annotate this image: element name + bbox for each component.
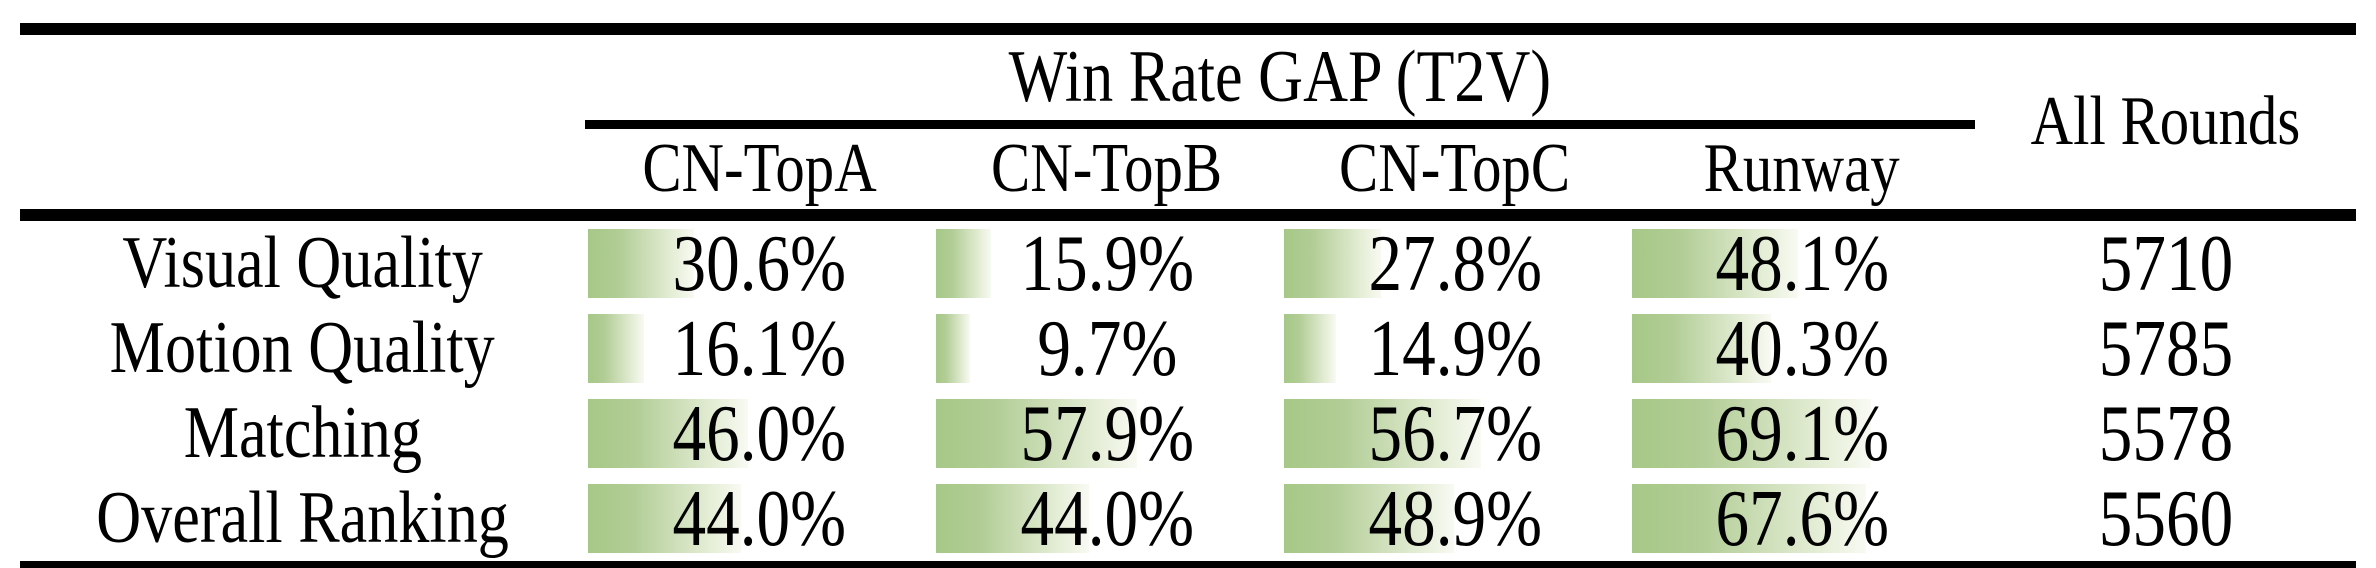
all-rounds-value: 5785 — [2098, 304, 2233, 393]
table-title: Win Rate GAP (T2V) — [1008, 36, 1552, 118]
win-rate-value: 67.6% — [1715, 474, 1889, 563]
column-header-cn-topc: CN-TopC — [1281, 124, 1629, 221]
win-rate-value: 44.0% — [1020, 474, 1194, 563]
win-rate-cell: 67.6% — [1629, 476, 1975, 561]
column-header-runway: Runway — [1629, 124, 1976, 221]
win-rate-cell: 48.1% — [1629, 215, 1975, 306]
all-rounds-value: 5560 — [2098, 474, 2233, 563]
table-row: Visual Quality 30.6% 15.9% 27.8% 48.1% 5… — [20, 215, 2356, 306]
table-row: Matching 46.0% 57.9% 56.7% 69.1% 5578 — [20, 391, 2356, 476]
win-rate-bar — [1284, 484, 1455, 553]
win-rate-value: 46.0% — [672, 389, 846, 478]
row-label-visual-quality: Visual Quality — [122, 222, 483, 304]
row-label-matching: Matching — [183, 392, 422, 474]
win-rate-bar — [1284, 229, 1381, 298]
win-rate-cell: 69.1% — [1629, 391, 1975, 476]
win-rate-cell: 16.1% — [585, 306, 933, 391]
win-rate-value: 27.8% — [1368, 219, 1542, 308]
win-rate-cell: 57.9% — [933, 391, 1281, 476]
win-rate-value: 48.1% — [1715, 219, 1889, 308]
win-rate-value: 48.9% — [1368, 474, 1542, 563]
all-rounds-value: 5710 — [2098, 219, 2233, 308]
win-rate-value: 56.7% — [1368, 389, 1542, 478]
win-rate-cell: 44.0% — [933, 476, 1281, 561]
all-rounds-cell: 5710 — [1975, 215, 2356, 306]
all-rounds-cell: 5578 — [1975, 391, 2356, 476]
win-rate-value: 15.9% — [1020, 219, 1194, 308]
all-rounds-header-label: All Rounds — [2030, 83, 2301, 160]
win-rate-cell: 9.7% — [933, 306, 1281, 391]
win-rate-bar — [1632, 484, 1866, 553]
win-rate-bar — [936, 484, 1090, 553]
win-rate-bar — [1632, 314, 1772, 383]
table-row: Motion Quality 16.1% 9.7% 14.9% 40.3% 57… — [20, 306, 2356, 391]
win-rate-cell: 56.7% — [1281, 391, 1629, 476]
win-rate-value: 9.7% — [1037, 304, 1177, 393]
win-rate-value: 57.9% — [1020, 389, 1194, 478]
win-rate-value: 44.0% — [672, 474, 846, 563]
results-table: Win Rate GAP (T2V) All Rounds CN-TopA CN… — [20, 23, 2357, 568]
row-label-motion-quality: Motion Quality — [109, 307, 496, 389]
row-label-overall-ranking: Overall Ranking — [96, 477, 509, 559]
win-rate-bar — [1632, 229, 1799, 298]
all-rounds-value: 5578 — [2098, 389, 2233, 478]
win-rate-bar — [588, 229, 695, 298]
win-rate-bar — [588, 399, 749, 468]
win-rate-bar — [1284, 399, 1482, 468]
win-rate-bar — [936, 399, 1138, 468]
win-rate-value: 30.6% — [672, 219, 846, 308]
win-rate-bar — [1284, 314, 1336, 383]
win-rate-value: 14.9% — [1368, 304, 1542, 393]
column-header-all-rounds: All Rounds — [1975, 35, 2357, 221]
win-rate-cell: 48.9% — [1281, 476, 1629, 561]
table-row: Overall Ranking 44.0% 44.0% 48.9% 67.6% … — [20, 476, 2356, 561]
win-rate-value: 40.3% — [1715, 304, 1889, 393]
column-header-cn-topa: CN-TopA — [585, 124, 933, 221]
win-rate-bar — [936, 229, 992, 298]
win-rate-value: 69.1% — [1715, 389, 1889, 478]
win-rate-bar — [588, 484, 742, 553]
win-rate-bar — [936, 314, 970, 383]
all-rounds-cell: 5560 — [1975, 476, 2356, 561]
win-rate-cell: 40.3% — [1629, 306, 1975, 391]
win-rate-cell: 15.9% — [933, 215, 1281, 306]
win-rate-cell: 46.0% — [585, 391, 933, 476]
win-rate-cell: 14.9% — [1281, 306, 1629, 391]
all-rounds-cell: 5785 — [1975, 306, 2356, 391]
column-header-cn-topb: CN-TopB — [933, 124, 1281, 221]
win-rate-cell: 44.0% — [585, 476, 933, 561]
corner-cell — [20, 35, 585, 125]
win-rate-cell: 30.6% — [585, 215, 933, 306]
blank-header-cell — [20, 124, 585, 221]
win-rate-gap-table: Win Rate GAP (T2V) All Rounds CN-TopA CN… — [20, 35, 2357, 561]
win-rate-bar — [1632, 399, 1872, 468]
win-rate-cell: 27.8% — [1281, 215, 1629, 306]
win-rate-bar — [588, 314, 645, 383]
span-header-cell: Win Rate GAP (T2V) — [585, 35, 1976, 129]
win-rate-value: 16.1% — [672, 304, 846, 393]
